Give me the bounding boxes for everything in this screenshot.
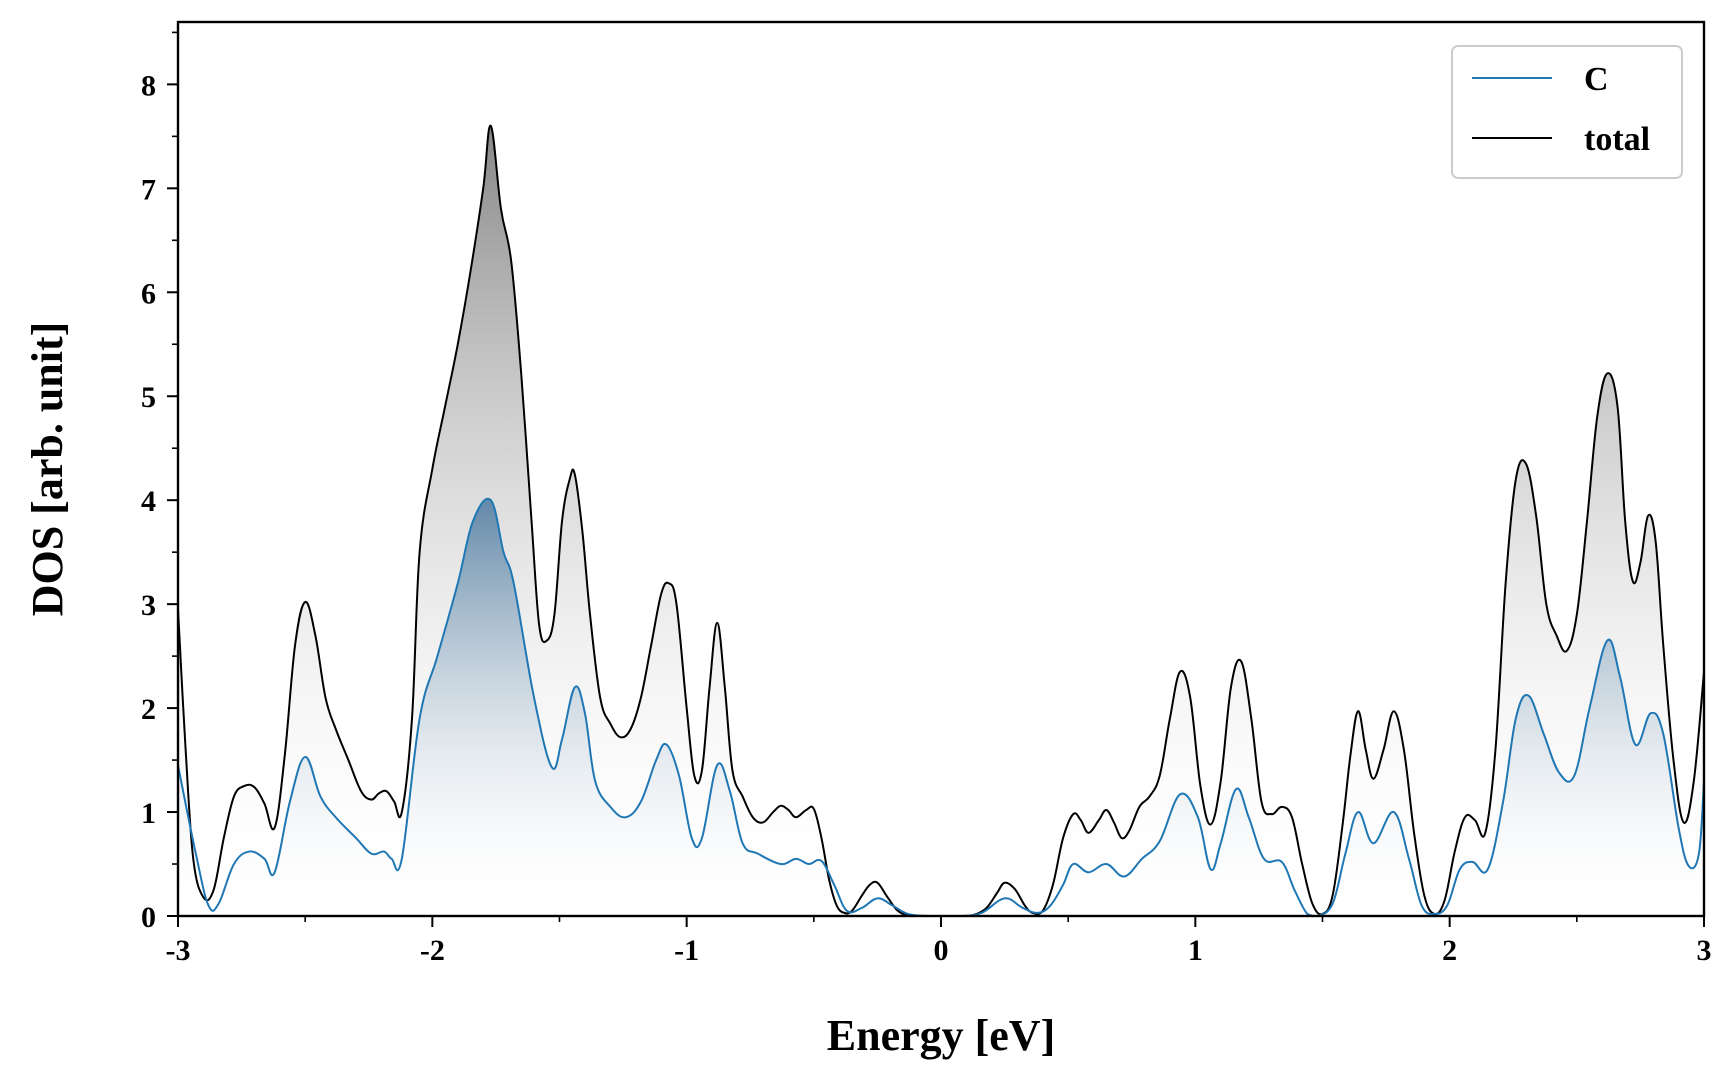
y-tick-label: 5 <box>141 381 156 414</box>
x-tick-label: 0 <box>934 934 949 967</box>
legend-label-c: C <box>1584 61 1609 98</box>
x-tick-label: 2 <box>1442 934 1457 967</box>
y-tick-label: 1 <box>141 797 156 830</box>
x-tick-label: 3 <box>1697 934 1712 967</box>
y-tick-label: 4 <box>141 485 156 518</box>
x-axis-title: Energy [eV] <box>827 1011 1056 1060</box>
x-tick-label: 1 <box>1188 934 1203 967</box>
x-axis: -3 -2 -1 0 1 2 3 <box>166 916 1712 967</box>
y-tick-label: 6 <box>141 277 156 310</box>
series-line-c <box>178 497 1704 916</box>
y-tick-label: 0 <box>141 901 156 934</box>
legend-label-total: total <box>1584 121 1650 158</box>
x-tick-label: -3 <box>166 934 191 967</box>
y-tick-label: 2 <box>141 693 156 726</box>
x-tick-label: -1 <box>674 934 699 967</box>
area-fill-c <box>178 498 1704 916</box>
y-tick-label: 8 <box>141 69 156 102</box>
y-axis: 0 1 2 3 4 5 6 7 8 <box>141 31 178 934</box>
x-tick-label: -2 <box>420 934 445 967</box>
y-tick-label: 3 <box>141 589 156 622</box>
area-fills <box>178 125 1704 916</box>
y-tick-label: 7 <box>141 173 156 206</box>
area-fill-total <box>178 125 1704 916</box>
y-axis-title: DOS [arb. unit] <box>23 322 72 617</box>
legend: C total <box>1451 45 1683 179</box>
legend-box <box>1451 45 1683 179</box>
